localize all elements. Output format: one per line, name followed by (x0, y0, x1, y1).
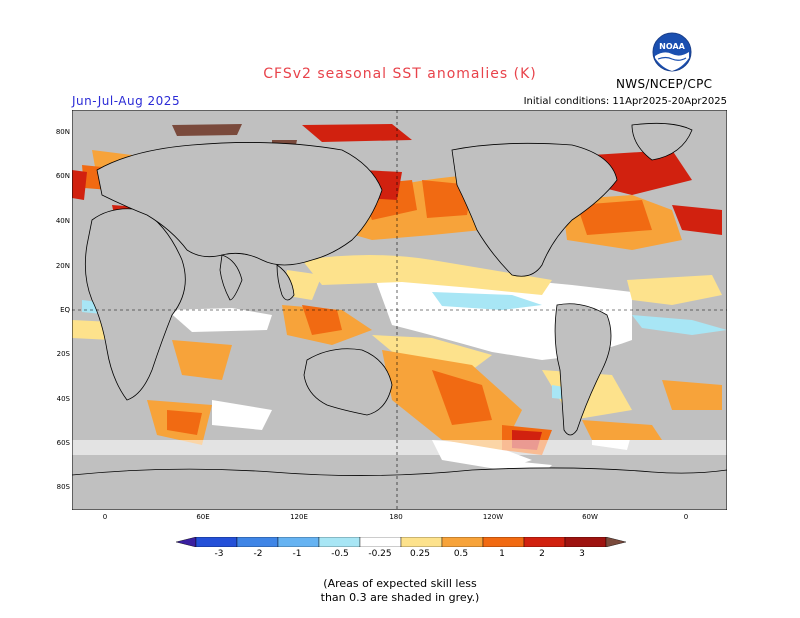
colorbar-cell (482, 537, 525, 547)
colorbar-cell (359, 537, 402, 547)
colorbar-label-3: 3 (579, 549, 585, 559)
colorbar-cell (195, 537, 238, 547)
skill-footnote-line1: (Areas of expected skill less (323, 577, 477, 590)
lon-label-0: 0 (102, 513, 108, 521)
skill-footnote: (Areas of expected skill less than 0.3 a… (0, 577, 800, 605)
lon-label-60w: 60W (582, 513, 598, 521)
lat-label-eq: EQ (60, 306, 70, 314)
initial-conditions-label: Initial conditions: 11Apr2025-20Apr2025 (523, 96, 727, 107)
coastlines (72, 122, 727, 510)
colorbar (176, 537, 626, 547)
colorbar-label-neg1: -1 (292, 549, 302, 559)
colorbar-cell (236, 537, 279, 547)
agency-label: NWS/NCEP/CPC (616, 77, 713, 91)
lon-label-120w: 120W (482, 513, 504, 521)
colorbar-label-1: 1 (499, 549, 505, 559)
lat-label-40n: 40N (55, 217, 70, 225)
colorbar-label-neg2: -2 (253, 549, 263, 559)
colorbar-cell (441, 537, 484, 547)
colorbar-cell (176, 537, 197, 547)
colorbar-label-neg0-25: -0.25 (368, 549, 392, 559)
skill-footnote-line2: than 0.3 are shaded in grey.) (320, 591, 480, 604)
noaa-logo-text: NOAA (659, 42, 685, 51)
lon-label-120e: 120E (290, 513, 308, 521)
lon-label-60e: 60E (196, 513, 210, 521)
colorbar-label-neg0-5: -0.5 (331, 549, 349, 559)
lat-label-40s: 40S (56, 395, 70, 403)
map-title: CFSv2 seasonal SST anomalies (K) (263, 66, 537, 82)
colorbar-cell (564, 537, 607, 547)
lat-label-60n: 60N (55, 172, 70, 180)
colorbar-cell (277, 537, 320, 547)
colorbar-cell (400, 537, 443, 547)
lon-label-0-east: 0 (683, 513, 689, 521)
noaa-logo: NOAA (652, 32, 692, 72)
lat-label-20s: 20S (56, 350, 70, 358)
colorbar-label-2: 2 (539, 549, 545, 559)
colorbar-cell (523, 537, 566, 547)
colorbar-cell (605, 537, 626, 547)
colorbar-label-0-5: 0.5 (453, 549, 469, 559)
lat-label-20n: 20N (55, 262, 70, 270)
colorbar-cell (318, 537, 361, 547)
season-label: Jun-Jul-Aug 2025 (72, 94, 181, 108)
lat-label-80n: 80N (55, 128, 70, 136)
lat-label-80s: 80S (56, 483, 70, 491)
colorbar-label-neg3: -3 (214, 549, 224, 559)
lon-label-180: 180 (389, 513, 403, 521)
colorbar-label-0-25: 0.25 (409, 549, 431, 559)
lat-label-60s: 60S (56, 439, 70, 447)
sst-anomaly-map (72, 110, 727, 510)
